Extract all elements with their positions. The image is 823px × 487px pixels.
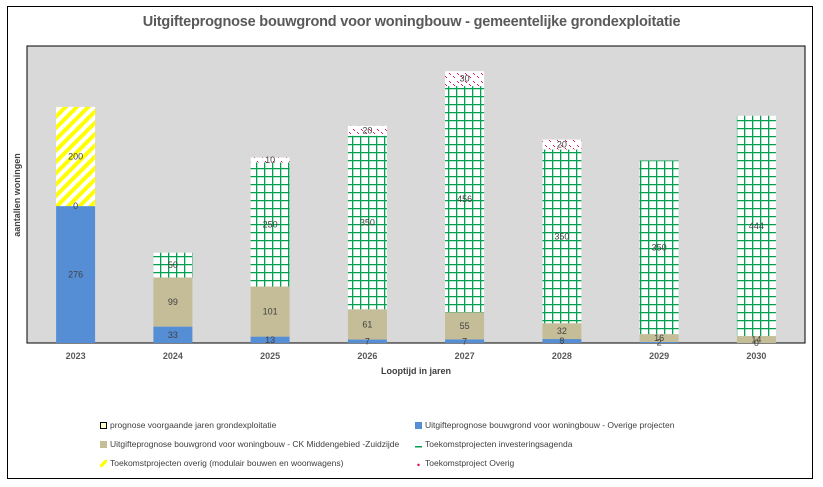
bar-overige-2023 <box>56 206 96 343</box>
data-label-ck-2028: 32 <box>557 326 567 336</box>
data-label-overige-2023: 276 <box>68 270 83 280</box>
data-label-overige-2025: 13 <box>265 335 275 345</box>
bar-overige-2026 <box>347 339 387 343</box>
bar-ck-2027 <box>445 312 485 340</box>
x-axis-title: Looptijd in jaren <box>381 366 451 376</box>
data-label-overig-2025: 10 <box>265 155 275 165</box>
data-label-invest-2027: 456 <box>457 194 472 204</box>
data-label-invest-2029: 350 <box>652 242 667 252</box>
data-label-overige-2030: 0 <box>754 338 759 348</box>
legend-label-invest: Toekomstprojecten investeringsagenda <box>425 439 573 449</box>
x-tick-label-2028: 2028 <box>552 351 572 361</box>
bar-ck-2026 <box>347 309 387 340</box>
data-label-overige-2029: 2 <box>657 338 662 348</box>
bar-invest-2024 <box>153 252 193 278</box>
data-label-overige-2026: 7 <box>365 336 370 346</box>
bar-overig-2027 <box>445 71 485 87</box>
x-tick-label-2030: 2030 <box>746 351 766 361</box>
bar-ck-2025 <box>250 286 290 337</box>
x-tick-label-2026: 2026 <box>357 351 377 361</box>
legend-swatch-modulair <box>100 459 107 467</box>
bar-overige-2028 <box>542 339 582 343</box>
bar-invest-2030 <box>736 115 776 336</box>
data-label-ck-2030: 14 <box>751 335 761 345</box>
data-label-ck-2029: 16 <box>654 333 664 343</box>
data-labels-group: 2760200339950131012501076135020755456308… <box>68 74 764 348</box>
data-label-overige-2024: 33 <box>168 330 178 340</box>
bar-overige-2029 <box>639 342 679 343</box>
legend-item-voorgaande: prognose voorgaande jaren grondexploitat… <box>100 420 276 430</box>
legend-label-modulair: Toekomstprojecten overig (modulair bouwe… <box>110 458 344 468</box>
bar-ck-2028 <box>542 323 582 340</box>
chart-title: Uitgifteprognose bouwgrond voor woningbo… <box>142 14 681 30</box>
data-label-invest-2030: 444 <box>749 221 764 231</box>
data-label-overig-2028: 20 <box>557 140 567 150</box>
data-label-ck-2023: 0 <box>73 201 78 211</box>
bar-invest-2025 <box>250 162 290 287</box>
legend-label-overige: Uitgifteprognose bouwgrond voor woningbo… <box>425 420 675 430</box>
bar-overige-2024 <box>153 326 193 343</box>
legend-item-invest: Toekomstprojecten investeringsagenda <box>415 439 572 449</box>
data-label-overige-2028: 8 <box>559 336 564 346</box>
data-label-invest-2025: 250 <box>263 220 278 230</box>
x-tick-label-2027: 2027 <box>455 351 475 361</box>
x-tick-label-2024: 2024 <box>163 351 183 361</box>
data-label-ck-2024: 99 <box>168 297 178 307</box>
data-label-ck-2027: 55 <box>460 321 470 331</box>
bar-ck-2030 <box>736 336 776 343</box>
x-tick-labels: 2023 2024 2025 2026 2027 2028 2029 2030 <box>66 351 767 361</box>
bar-overige-2027 <box>445 339 485 343</box>
data-label-modulair-2023: 200 <box>68 152 83 162</box>
data-label-ck-2026: 61 <box>362 319 372 329</box>
bar-overig-2026 <box>347 125 387 136</box>
data-label-overig-2027: 30 <box>460 74 470 84</box>
bar-ck-2029 <box>639 334 679 342</box>
x-tick-label-2023: 2023 <box>66 351 86 361</box>
legend-label-ck: Uitgifteprognose bouwgrond voor woningbo… <box>110 439 400 449</box>
legend-label-overig: Toekomstproject Overig <box>425 458 515 468</box>
bar-invest-2027 <box>445 86 485 313</box>
plot-area <box>26 45 806 344</box>
legend-label-voorgaande: prognose voorgaande jaren grondexploitat… <box>110 420 277 430</box>
bar-modulair-2023 <box>56 106 96 207</box>
data-label-invest-2024: 50 <box>168 260 178 270</box>
bar-invest-2028 <box>542 149 582 324</box>
data-label-invest-2026: 350 <box>360 218 375 228</box>
legend-swatch-overige <box>415 421 422 429</box>
x-tick-label-2025: 2025 <box>260 351 280 361</box>
legend-item-overig: Toekomstproject Overig <box>415 458 514 468</box>
legend-item-overige: Uitgifteprognose bouwgrond voor woningbo… <box>415 420 674 430</box>
bar-overig-2025 <box>250 157 290 163</box>
bar-overig-2028 <box>542 139 582 150</box>
x-tick-label-2029: 2029 <box>649 351 669 361</box>
data-label-ck-2025: 101 <box>263 307 278 317</box>
bars-group <box>56 71 776 343</box>
legend-swatch-ck <box>100 440 107 448</box>
data-label-overige-2027: 7 <box>462 336 467 346</box>
data-label-invest-2028: 350 <box>554 231 569 241</box>
bar-ck-2024 <box>153 277 193 327</box>
legend-swatch-voorgaande <box>100 421 107 429</box>
legend-item-modulair: Toekomstprojecten overig (modulair bouwe… <box>100 458 343 468</box>
y-axis-title: aantallen woningen <box>12 153 22 237</box>
bar-overige-2025 <box>250 336 290 343</box>
legend-swatch-overig <box>415 459 422 467</box>
bar-invest-2026 <box>347 135 387 310</box>
legend-swatch-invest <box>415 440 422 448</box>
legend-item-ck: Uitgifteprognose bouwgrond voor woningbo… <box>100 439 399 449</box>
bar-invest-2029 <box>639 160 679 335</box>
data-label-overig-2026: 20 <box>362 126 372 136</box>
